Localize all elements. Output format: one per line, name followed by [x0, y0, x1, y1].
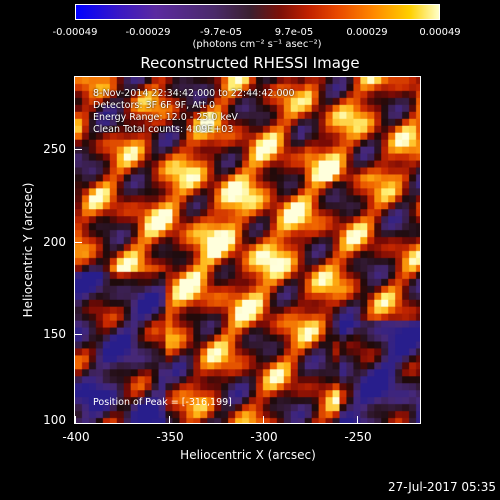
colorbar-unit: (photons cm⁻² s⁻¹ asec⁻²) — [192, 39, 322, 50]
x-tick-mark — [357, 416, 358, 423]
x-tick-label: -400 — [62, 430, 90, 444]
y-tick-label: 250 — [43, 142, 66, 156]
info-detectors: Detectors: 3F 6F 9F, Att 0 — [93, 100, 216, 111]
colorbar-label: -0.00029 — [125, 27, 171, 38]
y-tick-label: 100 — [43, 413, 66, 427]
colorbar-label: 0.00029 — [346, 27, 388, 38]
y-tick-mark — [75, 242, 82, 243]
colorbar-label: -9.7e-05 — [200, 27, 242, 38]
x-tick-label: -350 — [156, 430, 184, 444]
x-tick-label: -250 — [344, 430, 372, 444]
y-tick-label: 150 — [43, 327, 66, 341]
y-tick-mark — [75, 149, 82, 150]
image-plot — [74, 76, 421, 424]
info-clean: Clean Total counts: 4.09E+03 — [93, 124, 234, 135]
colorbar-label: -0.00049 — [52, 27, 98, 38]
colorbar-label: 0.00049 — [419, 27, 461, 38]
peak-position: Position of Peak = [-316,199] — [93, 397, 232, 408]
colorbar — [75, 4, 440, 20]
timestamp: 27-Jul-2017 05:35 — [387, 480, 496, 494]
x-tick-mark — [75, 416, 76, 423]
x-axis-label: Heliocentric X (arcsec) — [180, 448, 316, 462]
y-axis-label: Heliocentric Y (arcsec) — [21, 182, 35, 318]
colorbar-label: 9.7e-05 — [274, 27, 314, 38]
x-tick-mark — [263, 416, 264, 423]
heatmap-image — [75, 77, 420, 423]
info-time-range: 8-Nov-2014 22:34:42.000 to 22:44:42.000 — [93, 88, 295, 99]
y-tick-mark — [75, 334, 82, 335]
plot-title: Reconstructed RHESSI Image — [140, 54, 360, 72]
y-tick-label: 200 — [43, 235, 66, 249]
x-tick-label: -300 — [250, 430, 278, 444]
x-tick-mark — [169, 416, 170, 423]
info-energy: Energy Range: 12.0 - 25.0 keV — [93, 112, 238, 123]
